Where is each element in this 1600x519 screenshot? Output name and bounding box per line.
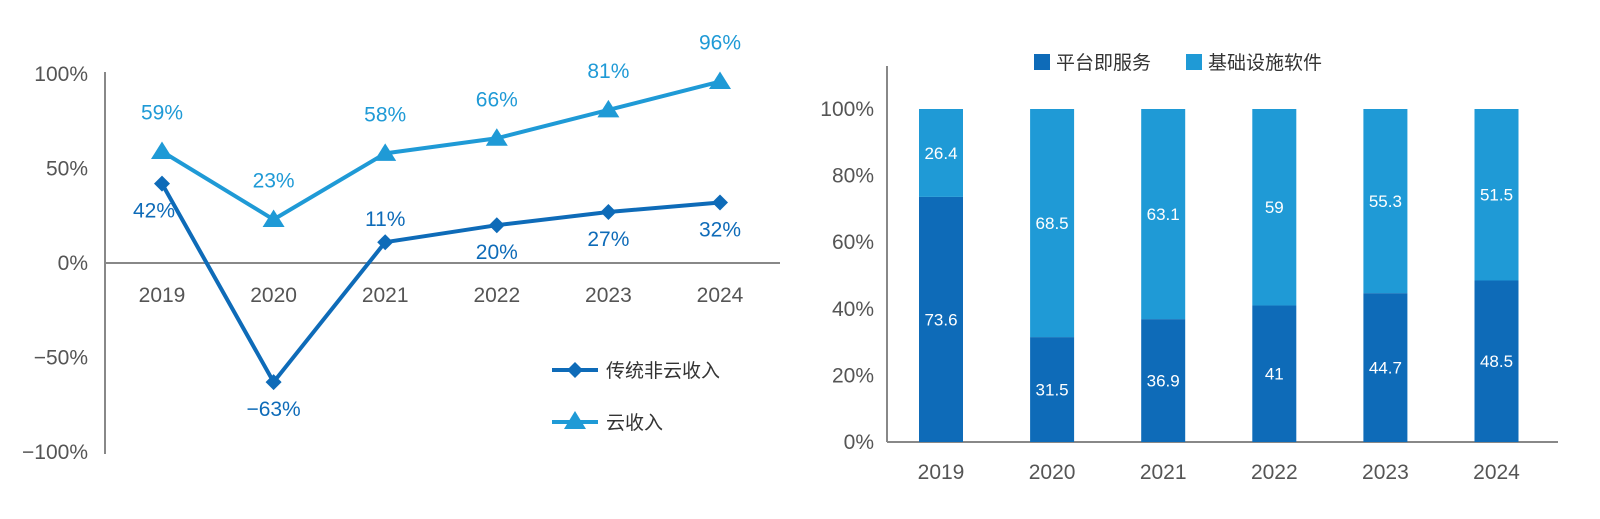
triangle-marker	[151, 141, 173, 159]
bar-segment-paas	[919, 196, 963, 442]
y-tick-label: 40%	[832, 298, 874, 321]
bar-segment-paas	[1363, 293, 1408, 442]
data-label: 32%	[699, 219, 741, 242]
bar-value-label: 73.6	[924, 310, 957, 329]
triangle-marker	[262, 209, 285, 228]
data-label: 81%	[587, 60, 629, 83]
x-tick-label: 2019	[139, 284, 186, 307]
data-label: 20%	[476, 241, 518, 264]
y-tick-label: 80%	[832, 165, 874, 188]
bar-segment-infra	[1363, 109, 1408, 294]
triangle-marker	[485, 128, 508, 146]
legend-swatch-paas	[1034, 54, 1050, 70]
x-tick-label: 2022	[473, 284, 520, 307]
bar-value-label: 36.9	[1147, 372, 1180, 391]
x-tick-label: 2024	[1473, 461, 1520, 484]
bar-value-label: 48.5	[1480, 352, 1513, 371]
x-tick-label: 2024	[697, 284, 744, 307]
legend-swatch-infra	[1186, 54, 1202, 70]
bar-segment-paas	[1030, 337, 1075, 442]
bar-value-label: 44.7	[1369, 359, 1402, 378]
legend-marker-triangle	[564, 411, 586, 429]
triangle-marker	[709, 71, 731, 90]
y-tick-label: −100%	[22, 441, 88, 464]
x-tick-label: 2020	[250, 284, 297, 307]
bar-segment-infra	[1030, 109, 1075, 338]
bar-value-label: 26.4	[924, 144, 957, 163]
triangle-marker	[374, 143, 397, 161]
data-label: 66%	[476, 88, 518, 111]
bar-value-label: 31.5	[1036, 381, 1069, 400]
x-tick-label: 2020	[1029, 461, 1076, 484]
legend-label: 基础设施软件	[1208, 52, 1322, 74]
data-label: 11%	[365, 208, 405, 231]
data-label: 23%	[253, 170, 295, 193]
x-tick-label: 2023	[1362, 461, 1409, 484]
bar-segment-infra	[1474, 109, 1519, 281]
data-label: 58%	[364, 103, 406, 126]
bar-value-label: 63.1	[1147, 205, 1180, 224]
y-tick-label: 100%	[820, 98, 874, 121]
bar-value-label: 59	[1265, 198, 1284, 217]
bar-value-label: 55.3	[1369, 192, 1402, 211]
bar-segment-infra	[1252, 109, 1297, 306]
bar-segment-infra	[1141, 109, 1186, 320]
data-label: 96%	[699, 32, 741, 55]
legend-marker-diamond	[567, 362, 583, 378]
legend-label: 传统非云收入	[606, 360, 720, 382]
y-tick-label: 100%	[34, 63, 88, 86]
data-label: 59%	[141, 101, 183, 124]
x-tick-label: 2019	[918, 461, 965, 484]
bar-value-label: 68.5	[1036, 214, 1069, 233]
y-tick-label: 0%	[58, 252, 88, 275]
bar-segment-paas	[1474, 280, 1519, 442]
data-label: 27%	[587, 228, 629, 251]
series-line-cloud	[160, 79, 721, 222]
y-tick-label: 50%	[46, 158, 88, 181]
x-tick-label: 2023	[585, 284, 632, 307]
legend-label: 平台即服务	[1056, 52, 1151, 74]
y-tick-label: 60%	[832, 231, 874, 254]
data-label: −63%	[246, 398, 300, 421]
diamond-marker	[600, 203, 617, 220]
x-tick-label: 2022	[1251, 461, 1298, 484]
triangle-marker	[597, 99, 620, 118]
y-tick-label: −50%	[34, 347, 88, 370]
x-tick-label: 2021	[1140, 461, 1187, 484]
bar-segment-paas	[1141, 319, 1186, 442]
bar-segment-paas	[1252, 305, 1297, 442]
line-chart: 100% 50% 0% −50% −100% 2019 2020 2021 2022 2023 20…	[22, 32, 780, 464]
diamond-marker	[488, 217, 505, 234]
diamond-marker	[265, 374, 282, 391]
data-label: 42%	[133, 200, 175, 223]
legend-label: 云收入	[606, 412, 663, 434]
bar-value-label: 51.5	[1480, 186, 1513, 205]
series-line-traditional	[160, 182, 721, 385]
y-tick-label: 20%	[832, 364, 874, 387]
diamond-marker	[154, 175, 170, 192]
x-tick-label: 2021	[362, 284, 409, 307]
diamond-marker	[377, 234, 394, 251]
bar-segment-infra	[919, 109, 963, 197]
y-tick-label: 0%	[844, 431, 874, 454]
diamond-marker	[712, 194, 728, 211]
bar-value-label: 41	[1265, 365, 1284, 384]
stacked-bar-chart: 100% 80% 60% 40% 20% 0% 2019 2020 2021 2022 2023 20…	[820, 52, 1558, 484]
